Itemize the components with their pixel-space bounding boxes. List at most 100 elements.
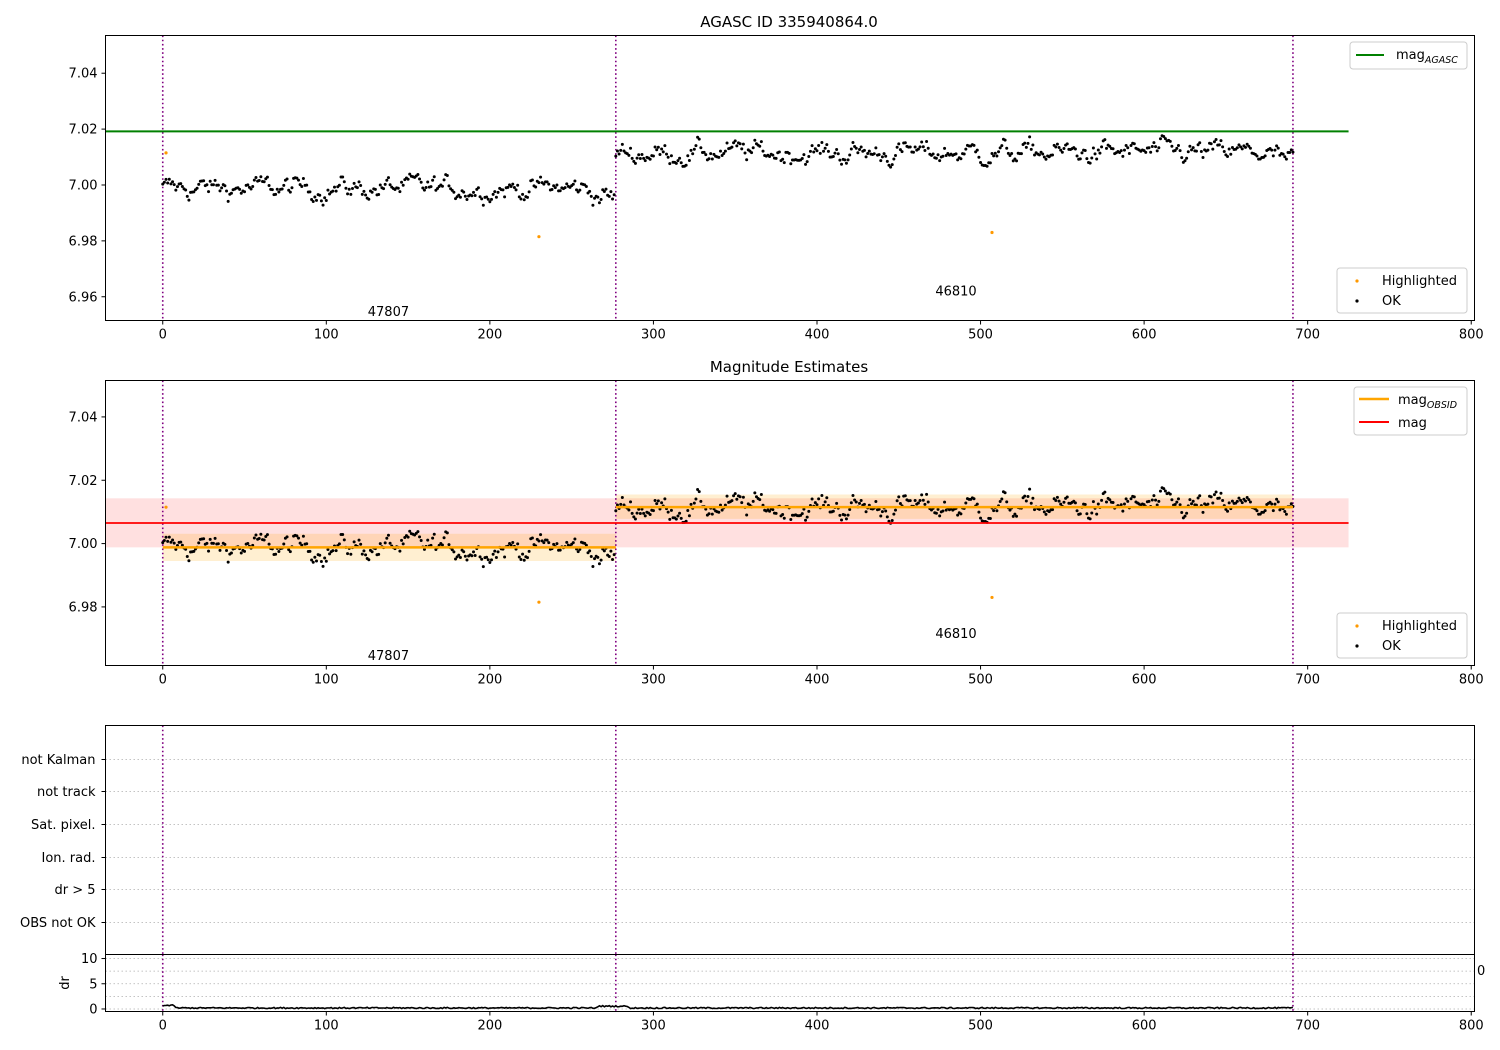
ok-point (167, 177, 171, 181)
ok-point (1059, 502, 1063, 506)
ok-point (1026, 141, 1030, 145)
ok-point (979, 161, 983, 165)
ok-point (804, 518, 808, 522)
ok-point (759, 492, 763, 496)
ok-point (1054, 145, 1058, 149)
ok-point (710, 157, 714, 161)
ok-point (1111, 500, 1115, 504)
ok-point (1206, 148, 1210, 152)
ok-point (660, 501, 664, 505)
ok-point (1013, 512, 1017, 516)
ok-point (313, 555, 317, 559)
ok-point (213, 536, 217, 540)
ok-point (514, 188, 518, 192)
ok-point (364, 193, 368, 197)
ok-point (800, 157, 804, 161)
ok-point (1051, 508, 1055, 512)
ok-point (326, 547, 330, 551)
ok-point (509, 184, 513, 188)
ok-point (422, 188, 426, 192)
ok-point (226, 560, 230, 564)
ok-point (1291, 150, 1295, 154)
ok-point (666, 510, 670, 514)
ok-point (445, 531, 449, 535)
dr-line (162, 1003, 1294, 1010)
ok-point (1149, 150, 1153, 154)
ok-point (825, 496, 829, 500)
ok-point (270, 188, 274, 192)
ok-point (195, 186, 199, 190)
ok-point (1170, 498, 1174, 502)
ok-point (252, 178, 256, 182)
ok-point (1212, 140, 1216, 144)
ok-point (521, 552, 525, 556)
ok-point (620, 142, 624, 146)
ok-point (977, 155, 981, 159)
dr-panel: 0 100 200 300 400 500 600 700 800 0 5 10 dr 0 (58, 952, 1485, 1033)
ok-point (280, 187, 284, 191)
ok-point (925, 140, 929, 144)
ok-point (573, 179, 577, 183)
ok-point (1122, 502, 1126, 506)
ok-point (1078, 157, 1082, 161)
ok-point (311, 560, 315, 564)
ok-point (943, 146, 947, 150)
ok-point (167, 535, 171, 539)
ok-point (295, 534, 299, 538)
ok-point (655, 502, 659, 506)
ok-point (923, 148, 927, 152)
ok-point (911, 150, 915, 154)
ok-point (251, 185, 255, 189)
ok-point (297, 536, 301, 540)
ok-point (687, 514, 691, 518)
ok-point (408, 172, 412, 176)
highlighted-point (164, 505, 168, 509)
ok-point (1073, 501, 1077, 505)
ok-point (916, 501, 920, 505)
panel1-title: AGASC ID 335940864.0 (700, 13, 878, 31)
ok-point (900, 150, 904, 154)
ok-point (805, 515, 809, 519)
ok-point (663, 144, 667, 148)
ok-point (723, 503, 727, 507)
legend-mag-subscript: AGASC (1424, 55, 1458, 66)
ok-point (216, 542, 220, 546)
ok-point (702, 150, 706, 154)
ok-point (187, 198, 191, 202)
ok-point (1031, 496, 1035, 500)
ok-point (629, 146, 633, 150)
ok-point (506, 185, 510, 189)
ok-point (777, 150, 781, 154)
ok-point (360, 192, 364, 196)
ok-point (838, 513, 842, 517)
panel1-line-legend: magAGASC (1349, 41, 1468, 70)
panel2-bands (105, 494, 1349, 561)
ok-point (1198, 141, 1202, 145)
ok-point (440, 543, 444, 547)
highlighted-point (164, 151, 168, 155)
ok-point (913, 498, 917, 502)
ok-point (355, 186, 359, 190)
ok-point (1003, 491, 1007, 495)
ok-point (1059, 148, 1063, 152)
flag-category-label: Ion. rad. (42, 851, 96, 866)
ok-point (321, 564, 325, 568)
ok-point (326, 188, 330, 192)
ok-point (447, 543, 451, 547)
ok-point (686, 508, 690, 512)
ok-point (501, 188, 505, 192)
ok-point (1270, 148, 1274, 152)
ok-point (401, 542, 405, 546)
ok-point (741, 142, 745, 146)
ok-point (1095, 157, 1099, 161)
ok-point (733, 492, 737, 496)
ok-point (458, 195, 462, 199)
ok-point (314, 198, 318, 202)
ok-point (432, 175, 436, 179)
x-tick-label: 400 (805, 673, 830, 688)
ok-point (400, 180, 404, 184)
ok-point (815, 503, 819, 507)
y-tick-label: 7.02 (69, 123, 98, 138)
ok-point (926, 500, 930, 504)
ok-point (743, 151, 747, 155)
